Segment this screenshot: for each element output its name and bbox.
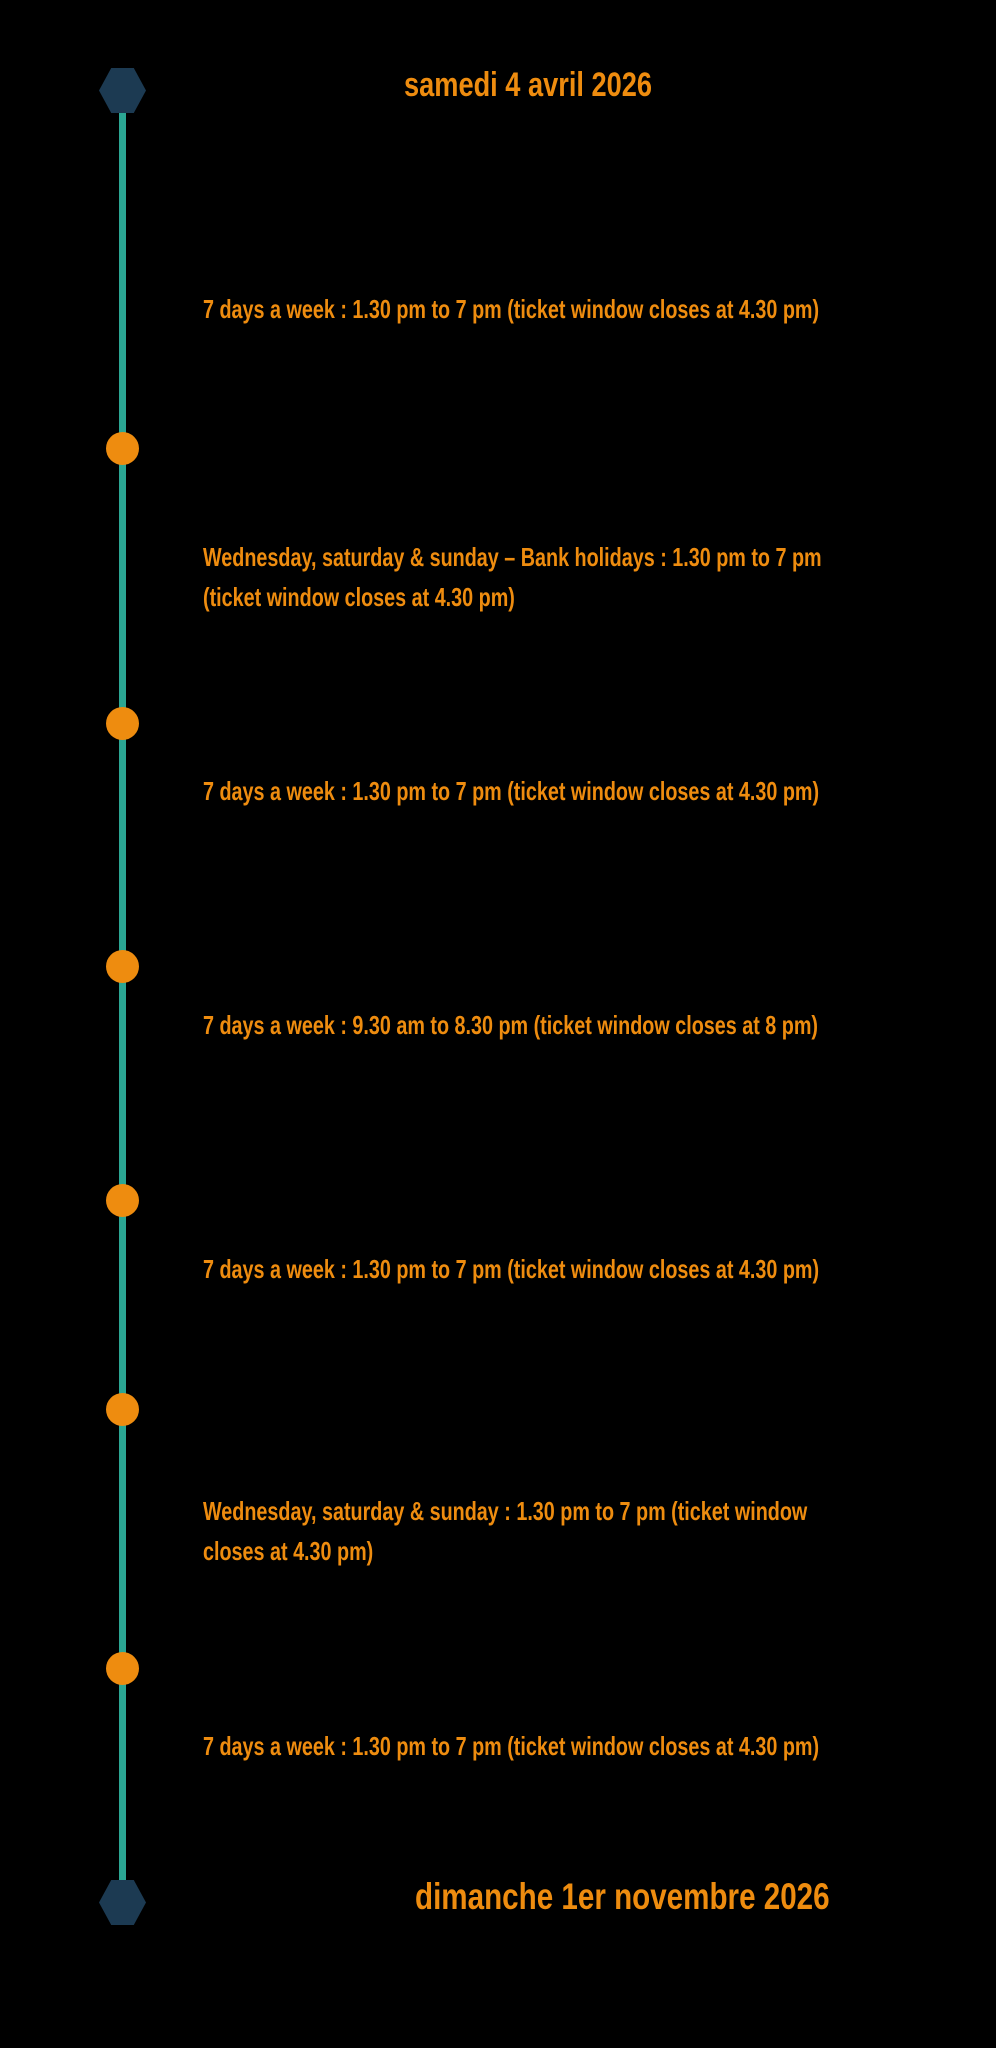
timeline-marker (106, 432, 139, 465)
event-text-line: Wednesday, saturday & sunday – Bank holi… (203, 542, 822, 572)
timeline-marker (106, 707, 139, 740)
timeline-axis (119, 90, 126, 1902)
timeline-marker (106, 1652, 139, 1685)
timeline-marker (106, 1393, 139, 1426)
event-text-line: 7 days a week : 1.30 pm to 7 pm (ticket … (203, 1731, 820, 1761)
event-schedule-text: Wednesday, saturday & sunday : 1.30 pm t… (203, 1491, 963, 1571)
event-text-line: 7 days a week : 1.30 pm to 7 pm (ticket … (203, 294, 820, 324)
event-schedule-text: Wednesday, saturday & sunday – Bank holi… (203, 537, 963, 617)
timeline-marker (106, 950, 139, 983)
timeline-marker (106, 1184, 139, 1217)
event-text-line: 7 days a week : 1.30 pm to 7 pm (ticket … (203, 1254, 820, 1284)
event-text-line: (ticket window closes at 4.30 pm) (203, 582, 515, 612)
event-text-line: 7 days a week : 1.30 pm to 7 pm (ticket … (203, 776, 820, 806)
event-schedule-text: 7 days a week : 1.30 pm to 7 pm (ticket … (203, 289, 963, 329)
timeline-end-date: dimanche 1er novembre 2026 (415, 1876, 830, 1917)
event-schedule-text: 7 days a week : 1.30 pm to 7 pm (ticket … (203, 1249, 963, 1289)
event-text-line: Wednesday, saturday & sunday : 1.30 pm t… (203, 1496, 808, 1526)
event-text-line: closes at 4.30 pm) (203, 1536, 374, 1566)
timeline-start-hexagon-icon (99, 68, 146, 113)
event-text-line: 7 days a week : 9.30 am to 8.30 pm (tick… (203, 1010, 818, 1040)
timeline-start-date: samedi 4 avril 2026 (404, 66, 653, 104)
timeline-end-hexagon-icon (99, 1880, 146, 1925)
event-schedule-text: 7 days a week : 1.30 pm to 7 pm (ticket … (203, 1726, 963, 1766)
event-schedule-text: 7 days a week : 9.30 am to 8.30 pm (tick… (203, 1005, 963, 1045)
event-schedule-text: 7 days a week : 1.30 pm to 7 pm (ticket … (203, 771, 963, 811)
